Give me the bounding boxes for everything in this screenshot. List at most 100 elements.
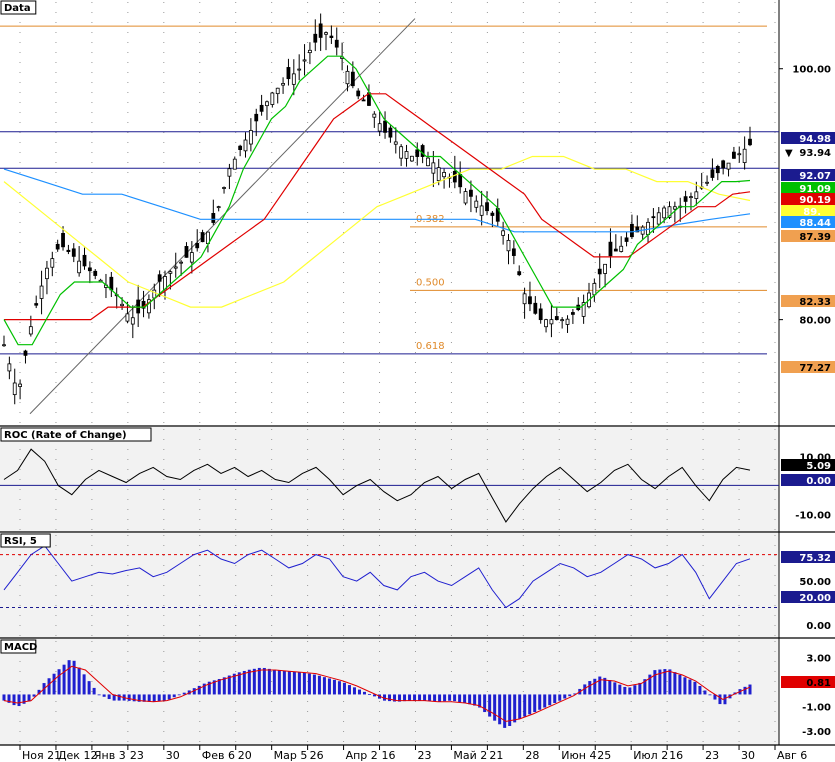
macd-bar-123 bbox=[618, 684, 622, 695]
candle-body-136 bbox=[731, 151, 736, 159]
candle-body-13 bbox=[71, 248, 76, 257]
candle-body-138 bbox=[742, 148, 747, 163]
candle-body-75 bbox=[404, 151, 409, 159]
macd-bar-98 bbox=[493, 694, 497, 721]
macd-bar-14 bbox=[72, 660, 76, 695]
macd-bar-93 bbox=[468, 694, 472, 705]
macd-bar-94 bbox=[473, 694, 477, 706]
macd-bar-19 bbox=[97, 694, 101, 696]
macd-bar-67 bbox=[337, 681, 341, 695]
macd-bar-20 bbox=[102, 694, 106, 697]
x-tick-label-13: 21 bbox=[489, 749, 503, 762]
candle-body-84 bbox=[452, 170, 457, 183]
candle-body-57 bbox=[308, 49, 312, 54]
macd-bar-50 bbox=[252, 668, 256, 695]
panel-bg-roc bbox=[0, 427, 779, 532]
macd-bar-2 bbox=[12, 694, 16, 706]
candle-body-72 bbox=[388, 127, 393, 138]
macd-bar-43 bbox=[217, 678, 221, 695]
macd-bar-3 bbox=[17, 694, 21, 707]
roc-badge-text-1: 0.00 bbox=[806, 476, 831, 487]
candle-body-121 bbox=[651, 216, 656, 219]
candle-body-98 bbox=[528, 296, 532, 305]
x-tick-label-1: Дек 12 bbox=[58, 749, 97, 762]
x-tick-label-3: 23 bbox=[130, 749, 144, 762]
macd-bar-96 bbox=[483, 694, 487, 713]
price-badge-0 bbox=[781, 132, 835, 144]
macd-bar-40 bbox=[202, 683, 206, 695]
candle-body-55 bbox=[297, 68, 302, 71]
x-tick-label-19: 23 bbox=[705, 749, 719, 762]
candle-body-1 bbox=[7, 363, 12, 372]
x-tick-label-18: 16 bbox=[669, 749, 683, 762]
x-tick-label-21: Авг 6 bbox=[777, 749, 807, 762]
candle-body-87 bbox=[469, 189, 473, 197]
candle-body-95 bbox=[511, 248, 516, 256]
macd-bar-53 bbox=[267, 668, 271, 695]
macd-bar-18 bbox=[92, 687, 96, 695]
macd-bar-71 bbox=[357, 689, 361, 695]
price-tick-1: 80.00 bbox=[799, 316, 831, 327]
price-badge-4 bbox=[781, 193, 835, 205]
x-tick-label-9: Апр 2 bbox=[346, 749, 378, 762]
roc-line bbox=[3, 448, 751, 523]
macd-tick-2: -3.00 bbox=[802, 727, 831, 738]
x-tick-label-4: 30 bbox=[166, 749, 180, 762]
macd-bar-23 bbox=[117, 694, 121, 701]
macd-bar-116 bbox=[583, 684, 587, 695]
candle-body-22 bbox=[120, 303, 124, 307]
candle-body-76 bbox=[409, 155, 414, 162]
x-tick-label-16: 25 bbox=[597, 749, 611, 762]
macd-bar-31 bbox=[157, 694, 161, 702]
candle-body-123 bbox=[662, 207, 667, 219]
roc-badge-text-0: 5.09 bbox=[806, 461, 831, 472]
candle-body-25 bbox=[136, 299, 141, 314]
candle-body-50 bbox=[270, 92, 275, 105]
macd-bar-135 bbox=[678, 674, 682, 695]
macd-bar-100 bbox=[503, 694, 507, 728]
macd-badge-text-0: 0.81 bbox=[806, 678, 831, 689]
macd-bar-82 bbox=[413, 694, 417, 701]
candle-body-34 bbox=[184, 246, 189, 258]
macd-bar-27 bbox=[137, 694, 141, 702]
candle-body-28 bbox=[152, 289, 157, 299]
candle-body-134 bbox=[721, 160, 726, 169]
macd-bar-74 bbox=[372, 694, 376, 697]
price-badge-text-2: 92.07 bbox=[799, 171, 831, 182]
macd-bar-101 bbox=[508, 694, 512, 726]
macd-bar-58 bbox=[292, 671, 296, 695]
candle-body-56 bbox=[302, 59, 307, 62]
price-badge-2 bbox=[781, 169, 835, 181]
x-tick-label-8: 26 bbox=[310, 749, 324, 762]
macd-bar-79 bbox=[398, 694, 402, 702]
ma-long-line bbox=[3, 168, 751, 233]
candle-body-4 bbox=[23, 350, 28, 356]
macd-bar-28 bbox=[142, 694, 146, 702]
price-badge-text-6: 88.44 bbox=[799, 218, 831, 229]
macd-bar-83 bbox=[418, 694, 422, 701]
macd-bar-60 bbox=[302, 672, 306, 695]
macd-bar-29 bbox=[147, 694, 151, 702]
candle-body-31 bbox=[168, 271, 173, 274]
candle-body-65 bbox=[350, 71, 355, 87]
x-tick-label-7: Мар 5 bbox=[274, 749, 308, 762]
candle-body-91 bbox=[490, 212, 495, 216]
macd-bar-126 bbox=[633, 685, 637, 695]
price-badge-5 bbox=[781, 205, 835, 217]
macd-bar-13 bbox=[67, 660, 71, 695]
price-badge-text-0: 94.98 bbox=[799, 134, 831, 145]
candle-body-106 bbox=[570, 312, 575, 315]
candle-body-101 bbox=[544, 319, 548, 328]
panel-label-price: Data bbox=[4, 3, 31, 14]
candle-body-135 bbox=[726, 162, 731, 170]
macd-bar-25 bbox=[127, 694, 131, 701]
macd-bar-144 bbox=[723, 694, 727, 705]
candle-body-125 bbox=[672, 206, 677, 210]
rsi-tick-0: 50.00 bbox=[799, 577, 831, 588]
candle-body-85 bbox=[458, 174, 463, 188]
macd-bar-120 bbox=[603, 677, 607, 695]
candle-body-69 bbox=[372, 113, 377, 118]
panel-bg-price bbox=[0, 0, 779, 426]
candle-body-67 bbox=[361, 99, 366, 102]
candle-body-96 bbox=[517, 271, 522, 276]
